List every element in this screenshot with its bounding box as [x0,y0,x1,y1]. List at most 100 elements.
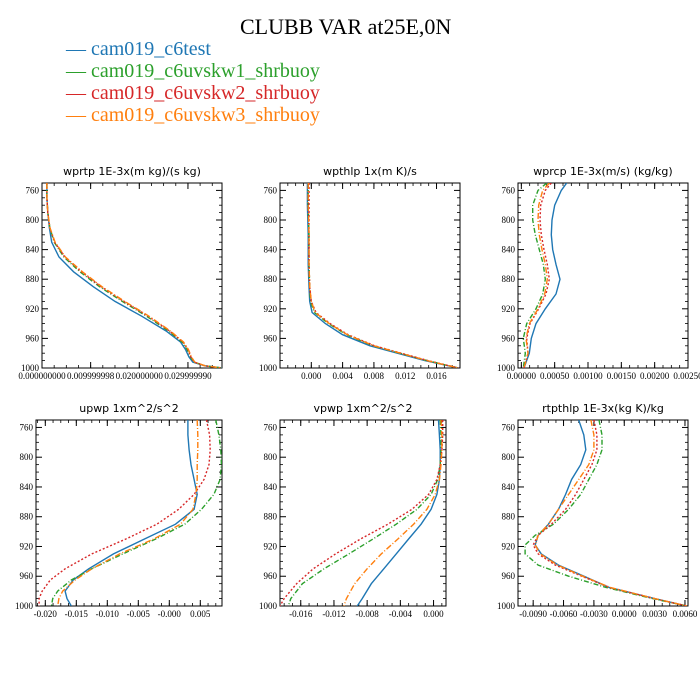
series-line [307,183,459,368]
y-tick-label: 880 [502,512,516,522]
series-line [523,183,568,368]
y-tick-label: 880 [26,274,40,284]
series-line [38,420,211,606]
y-tick-label: 920 [26,304,40,314]
legend-item: — cam019_c6uvskw1_shrbuoy [66,60,320,82]
series-line [280,420,444,606]
subplot: rtpthlp 1E-3x(kg K)/kg 760 800 840 880 920 960… [497,402,698,619]
y-tick-label: 840 [502,245,516,255]
series-line [46,183,222,368]
subplot-title: wprtp 1E-3x(m kg)/(s kg) [63,165,201,178]
subplot: wprtp 1E-3x(m kg)/(s kg) 760 800 840 880 920 9… [18,165,223,381]
x-tick-label: 0.00100 [573,371,603,381]
x-tick-label: -0.008 [356,609,380,619]
legend: — cam019_c6test — cam019_c6uvskw1_shrbuo… [66,38,320,126]
series-line [522,183,548,368]
y-tick-label: 760 [20,422,34,432]
y-tick-label: 880 [264,512,278,522]
subplot: upwp 1xm^2/s^27608008408809209601000-0.0… [15,402,223,619]
y-tick-label: 1000 [21,363,40,373]
subplot-title: rtpthlp 1E-3x(kg K)/kg [542,402,664,415]
series-line [532,420,688,606]
y-tick-label: 960 [502,333,516,343]
series-line [50,420,222,606]
legend-item: — cam019_c6uvskw2_shrbuoy [66,82,320,104]
y-tick-label: 920 [20,541,34,551]
y-tick-label: 760 [502,185,516,195]
plot-frame [279,419,447,607]
x-tick-label: 0.008 [364,371,385,381]
x-tick-label: 0.00150 [607,371,637,381]
series-line [534,420,688,606]
y-tick-label: 920 [502,541,516,551]
series-line [307,183,459,368]
x-tick-label: -0.000 [158,609,182,619]
plot-frame [279,182,461,369]
subplot: vpwp 1xm^2/s^2 760 800 840 880 920 960 1000 -0.0… [259,402,447,619]
y-tick-label: 1000 [259,601,278,611]
series-line [308,183,459,368]
series-line [64,420,198,606]
y-tick-label: 800 [26,215,40,225]
legend-item: — cam019_c6test [66,38,211,60]
y-tick-label: 800 [20,452,34,462]
series-line [343,420,443,606]
series-line [57,420,199,606]
subplot-title: vpwp 1xm^2/s^2 [313,402,412,415]
y-tick-label: 760 [264,185,278,195]
y-tick-label: 760 [264,422,278,432]
plot-frame [517,182,689,369]
x-tick-label: 0.00250 [673,371,700,381]
y-tick-label: 920 [264,541,278,551]
x-tick-label: -0.004 [389,609,413,619]
x-tick-label: -0.020 [34,609,58,619]
x-tick-label: 0.000 [423,609,444,619]
y-tick-label: 840 [502,482,516,492]
y-tick-label: 800 [264,452,278,462]
x-tick-label: -0.0090 [519,609,547,619]
y-tick-label: 880 [502,274,516,284]
y-tick-label: 800 [264,215,278,225]
y-tick-label: 960 [502,571,516,581]
y-tick-label: 840 [264,482,278,492]
series-line [523,183,550,368]
x-tick-label: -0.012 [322,609,345,619]
subplot: wprcp 1E-3x(m/s) (kg/kg) 760 800 840 880 920 9… [497,165,700,381]
x-tick-label: 0.00000 [507,371,537,381]
series-line [356,420,441,606]
y-tick-label: 840 [20,482,34,492]
series-line [534,420,688,606]
x-tick-label: -0.005 [127,609,151,619]
x-tick-label: 0.0060 [673,609,698,619]
y-tick-label: 880 [264,274,278,284]
x-tick-label: -0.0060 [550,609,578,619]
y-tick-label: 760 [502,422,516,432]
subplot-title: wprcp 1E-3x(m/s) (kg/kg) [533,165,672,178]
y-tick-label: 880 [20,512,34,522]
series-line [46,183,222,368]
y-tick-label: 920 [502,304,516,314]
x-tick-label: -0.010 [96,609,120,619]
subplot-title: upwp 1xm^2/s^2 [79,402,179,415]
series-line [287,420,442,606]
series-line [524,420,688,606]
y-tick-label: 1000 [497,363,516,373]
y-tick-label: 840 [26,245,40,255]
y-tick-label: 960 [26,333,40,343]
y-tick-label: 920 [264,304,278,314]
plot-frame [41,182,223,369]
y-tick-label: 960 [20,571,34,581]
y-tick-label: 840 [264,245,278,255]
plot-frame [517,419,689,607]
y-tick-label: 1000 [15,601,34,611]
y-tick-label: 800 [502,452,516,462]
y-tick-label: 760 [26,185,40,195]
x-tick-label: -0.016 [289,609,313,619]
series-line [306,183,459,368]
x-tick-label: -0.0030 [580,609,608,619]
legend-item: — cam019_c6uvskw3_shrbuoy [66,104,320,126]
x-tick-label: -0.015 [65,609,89,619]
x-tick-label: 0.009999998 [67,371,115,381]
